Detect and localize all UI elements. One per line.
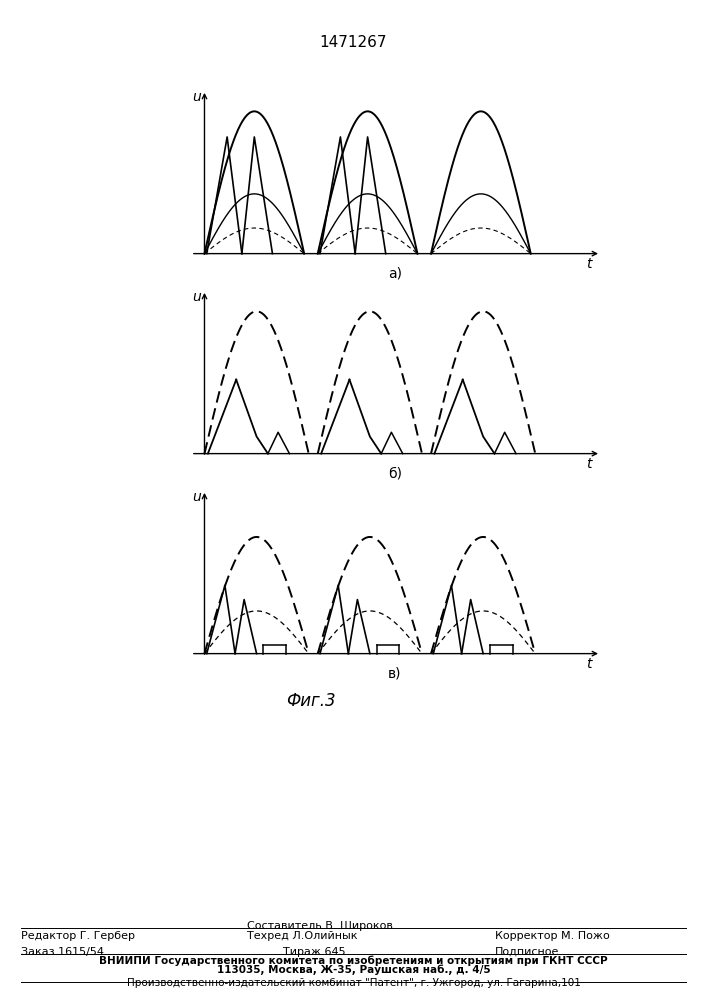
Text: б): б): [387, 467, 402, 481]
Text: 113035, Москва, Ж-35, Раушская наб., д. 4/5: 113035, Москва, Ж-35, Раушская наб., д. …: [216, 964, 491, 975]
Text: а): а): [387, 267, 402, 281]
Text: Подписное: Подписное: [495, 947, 559, 957]
Text: t: t: [586, 657, 592, 671]
Text: u: u: [192, 490, 201, 504]
Text: Корректор М. Пожо: Корректор М. Пожо: [495, 931, 609, 941]
Text: Редактор Г. Гербер: Редактор Г. Гербер: [21, 931, 135, 941]
Text: t: t: [586, 457, 592, 471]
Text: в): в): [388, 667, 402, 681]
Text: u: u: [192, 290, 201, 304]
Text: Составитель В. Широков: Составитель В. Широков: [247, 921, 393, 931]
Text: Тираж 645: Тираж 645: [283, 947, 346, 957]
Text: u: u: [192, 90, 201, 104]
Text: Фиг.3: Фиг.3: [286, 692, 336, 710]
Text: Техред Л.Олийнык: Техред Л.Олийнык: [247, 931, 358, 941]
Text: ВНИИПИ Государственного комитета по изобретениям и открытиям при ГКНТ СССР: ВНИИПИ Государственного комитета по изоб…: [99, 956, 608, 966]
Text: 1471267: 1471267: [320, 35, 387, 50]
Text: t: t: [586, 257, 592, 271]
Text: Производственно-издательский комбинат "Патент", г. Ужгород, ул. Гагарина,101: Производственно-издательский комбинат "П…: [127, 978, 580, 988]
Text: Заказ 1615/54: Заказ 1615/54: [21, 947, 104, 957]
